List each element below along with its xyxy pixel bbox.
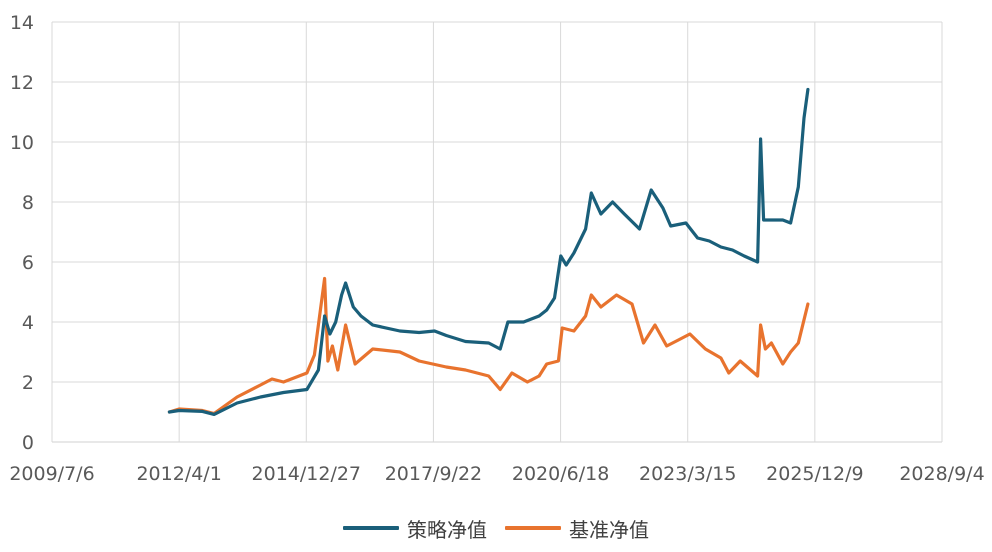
series-line-benchmark [167, 276, 810, 416]
legend-item-strategy[interactable]: 策略净值 [343, 514, 487, 543]
legend-label-benchmark: 基准净值 [569, 517, 649, 542]
x-tick-label: 2020/6/18 [512, 463, 609, 485]
legend-swatch-strategy [343, 526, 399, 530]
y-tick-label: 0 [22, 432, 34, 454]
x-tick-label: 2028/9/4 [899, 463, 984, 485]
x-tick-label: 2014/12/27 [252, 463, 362, 485]
x-tick-label: 2012/4/1 [136, 463, 221, 485]
legend-item-benchmark[interactable]: 基准净值 [505, 514, 649, 543]
grid-lines [51, 21, 943, 443]
y-axis: 0 2 4 6 8 10 12 14 [10, 12, 34, 454]
legend-swatch-benchmark [505, 526, 561, 530]
y-tick-label: 14 [10, 12, 34, 34]
legend: 策略净值 基准净值 [0, 508, 992, 548]
x-tick-label: 2023/3/15 [639, 463, 736, 485]
x-axis: 2009/7/6 2012/4/1 2014/12/27 2017/9/22 2020/… [9, 463, 984, 485]
y-tick-label: 10 [10, 132, 34, 154]
y-tick-label: 2 [22, 372, 34, 394]
series-lines [167, 87, 810, 416]
x-tick-label: 2025/12/9 [766, 463, 863, 485]
series-line-strategy [167, 87, 810, 416]
y-tick-label: 6 [22, 252, 34, 274]
y-tick-label: 4 [22, 312, 34, 334]
x-tick-label: 2009/7/6 [9, 463, 94, 485]
legend-label-strategy: 策略净值 [407, 517, 487, 542]
y-tick-label: 12 [10, 72, 34, 94]
x-tick-label: 2017/9/22 [385, 463, 482, 485]
y-tick-label: 8 [22, 192, 34, 214]
